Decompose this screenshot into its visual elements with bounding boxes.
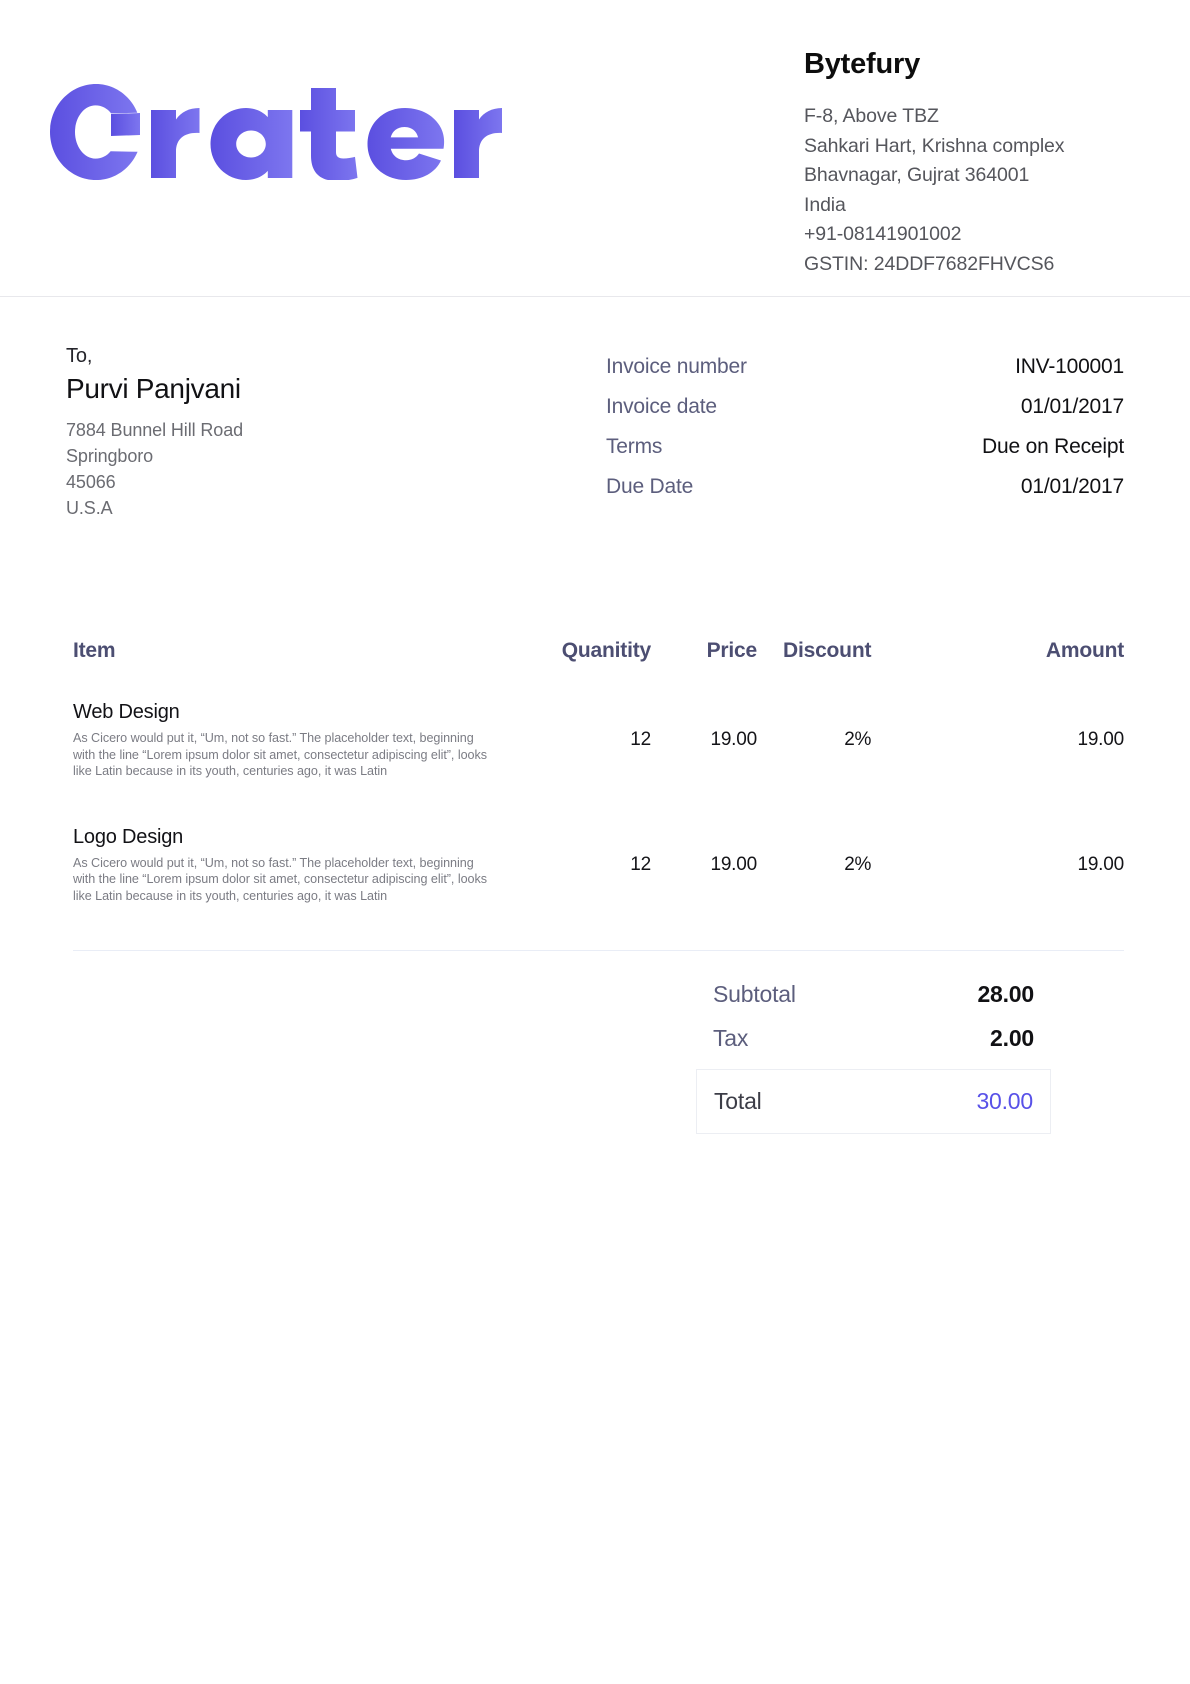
tax-row: Tax 2.00 <box>696 1025 1051 1052</box>
invoice-number-row: Invoice number INV-100001 <box>606 355 1124 379</box>
item-quantity: 12 <box>533 825 673 951</box>
company-gstin: GSTIN: 24DDF7682FHVCS6 <box>804 252 1055 275</box>
crater-logo <box>50 84 502 180</box>
subtotal-value: 28.00 <box>977 981 1034 1007</box>
invoice-number-value: INV-100001 <box>1015 355 1124 378</box>
header-divider <box>0 296 1190 297</box>
terms-label: Terms <box>606 435 663 458</box>
bill-to-block: To, Purvi Panjvani 7884 Bunnel Hill Road… <box>66 345 606 521</box>
subtotal-row: Subtotal 28.00 <box>696 981 1051 1008</box>
total-label: Total <box>714 1088 762 1114</box>
company-info: Bytefury F-8, Above TBZ Sahkari Hart, Kr… <box>804 22 1124 279</box>
company-phone: +91-08141901002 <box>804 223 962 245</box>
table-row: Logo Design As Cicero would put it, “Um,… <box>73 825 1124 951</box>
invoice-number-label: Invoice number <box>606 355 747 378</box>
total-row: Total 30.00 <box>696 1069 1051 1134</box>
invoice-meta-list: Invoice number INV-100001 Invoice date 0… <box>606 345 1124 521</box>
item-amount: 19.00 <box>931 825 1124 951</box>
item-description: As Cicero would put it, “Um, not so fast… <box>73 731 487 778</box>
items-table: Item Quanitity Price Discount Amount Web… <box>73 639 1124 951</box>
column-header-price: Price <box>706 639 758 662</box>
total-value: 30.00 <box>976 1088 1033 1114</box>
invoice-header: Bytefury F-8, Above TBZ Sahkari Hart, Kr… <box>0 0 1190 296</box>
crater-logo-icon <box>50 84 502 180</box>
customer-name: Purvi Panjvani <box>66 373 241 404</box>
terms-row: Terms Due on Receipt <box>606 435 1124 459</box>
items-table-body: Web Design As Cicero would put it, “Um, … <box>73 701 1124 951</box>
item-discount: 2% <box>783 825 932 951</box>
column-header-amount: Amount <box>1045 639 1124 662</box>
due-date-value: 01/01/2017 <box>1020 475 1124 498</box>
invoice-date-label: Invoice date <box>606 395 717 418</box>
item-name: Logo Design <box>73 825 184 848</box>
terms-value: Due on Receipt <box>982 435 1124 458</box>
column-header-item: Item <box>73 639 116 662</box>
item-amount: 19.00 <box>1077 729 1124 751</box>
column-header-discount: Discount <box>783 639 872 662</box>
to-label: To, <box>66 345 93 367</box>
item-price: 19.00 <box>710 729 757 751</box>
totals-section: Subtotal 28.00 Tax 2.00 Total 30.00 <box>0 951 1190 1134</box>
customer-address-country: U.S.A <box>66 498 113 518</box>
customer-address-line-1: 7884 Bunnel Hill Road <box>66 420 244 440</box>
items-table-header-row: Item Quanitity Price Discount Amount <box>73 639 1124 701</box>
company-address-line-3: Bhavnagar, Gujrat 364001 <box>804 164 1030 186</box>
tax-label: Tax <box>713 1025 749 1051</box>
invoice-date-row: Invoice date 01/01/2017 <box>606 395 1124 419</box>
due-date-label: Due Date <box>606 475 694 498</box>
item-quantity: 12 <box>630 729 651 751</box>
invoice-date-value: 01/01/2017 <box>1020 395 1124 418</box>
item-description: As Cicero would put it, “Um, not so fast… <box>73 855 487 903</box>
totals-block: Subtotal 28.00 Tax 2.00 Total 30.00 <box>696 981 1051 1134</box>
item-name: Web Design <box>73 701 180 723</box>
item-cell: Web Design As Cicero would put it, “Um, … <box>73 701 533 826</box>
item-price: 19.00 <box>673 825 783 951</box>
item-discount: 2% <box>844 729 872 751</box>
tax-value: 2.00 <box>990 1025 1034 1051</box>
items-table-wrapper: Item Quanitity Price Discount Amount Web… <box>73 639 1124 951</box>
company-address-line-4: India <box>804 193 846 216</box>
subtotal-label: Subtotal <box>713 981 796 1007</box>
company-address-line-1: F-8, Above TBZ <box>804 105 939 127</box>
invoice-details-section: To, Purvi Panjvani 7884 Bunnel Hill Road… <box>0 297 1190 521</box>
table-row: Web Design As Cicero would put it, “Um, … <box>73 701 1124 826</box>
customer-address-zip: 45066 <box>66 472 116 492</box>
column-header-quantity: Quanitity <box>561 639 651 662</box>
company-name: Bytefury <box>804 48 921 80</box>
items-table-head: Item Quanitity Price Discount Amount <box>73 639 1124 701</box>
due-date-row: Due Date 01/01/2017 <box>606 475 1124 499</box>
company-address-line-2: Sahkari Hart, Krishna complex <box>804 134 1065 157</box>
customer-address-line-2: Springboro <box>66 446 154 466</box>
item-cell: Logo Design As Cicero would put it, “Um,… <box>73 825 533 951</box>
